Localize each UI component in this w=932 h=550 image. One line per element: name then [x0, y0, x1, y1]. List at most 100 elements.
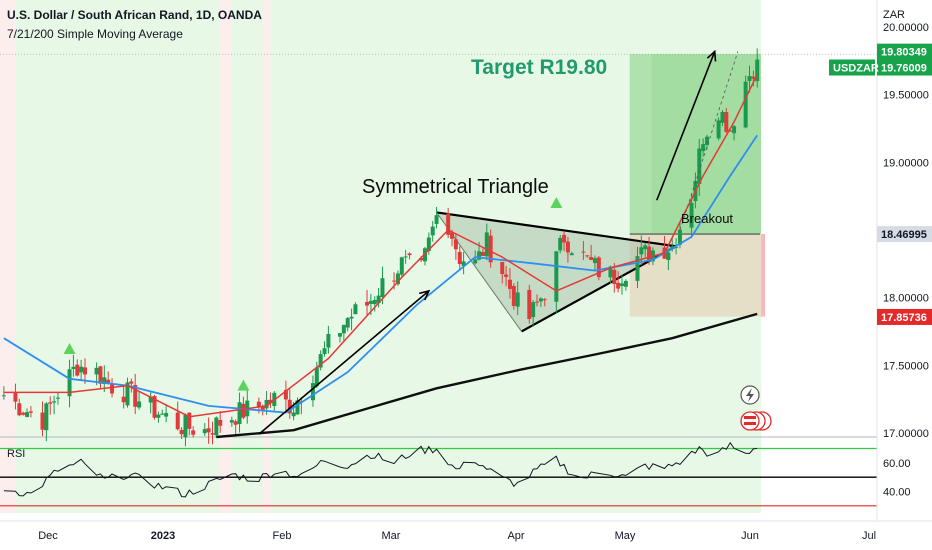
candle-body	[419, 257, 424, 261]
chart-side-icons	[740, 385, 772, 431]
candle-body	[724, 112, 729, 132]
bear-zone	[220, 0, 232, 513]
candle-body	[349, 316, 354, 319]
candle-body	[183, 415, 188, 438]
candle-body	[457, 251, 462, 264]
y-tick-label: 19.00000	[883, 157, 929, 169]
candle-body	[538, 298, 543, 302]
candle-body	[164, 412, 169, 417]
candle-body	[751, 76, 756, 79]
symbol-title: U.S. Dollar / South African Rand, 1D, OA…	[7, 8, 262, 22]
candle-body	[40, 412, 45, 430]
candle-body	[129, 381, 134, 384]
candle-body	[426, 237, 431, 251]
price-tag-bg	[877, 226, 932, 243]
candle-body	[121, 396, 126, 403]
uptrend-arrow-shaft	[258, 290, 430, 435]
rsi-pane: RSI	[0, 441, 877, 507]
candle-body	[55, 397, 60, 399]
candle-body	[453, 239, 458, 250]
candle-body	[241, 403, 246, 418]
candle-body	[380, 278, 385, 297]
x-tick-label: Feb	[273, 530, 292, 542]
candle-body	[527, 289, 532, 320]
candle-body	[206, 428, 211, 433]
candle-body	[399, 257, 404, 275]
candle-body	[504, 274, 509, 277]
y-tick-label: 19.50000	[883, 90, 929, 102]
stop-zone	[629, 234, 762, 317]
candle-body	[191, 430, 196, 435]
candle-body	[326, 333, 331, 348]
candle-body	[25, 412, 30, 417]
candle-body	[152, 396, 157, 418]
candle-body	[322, 348, 327, 354]
candle-body	[71, 366, 76, 369]
candle-body	[569, 253, 574, 256]
candle-body	[160, 413, 165, 415]
rsi-tick-label: 40.00	[883, 486, 911, 498]
price-tag-bg	[877, 308, 932, 325]
candle-body	[689, 202, 694, 228]
y-tick-label: 18.00000	[883, 293, 929, 305]
x-tick-label: Mar	[382, 530, 401, 542]
candle-body	[562, 234, 567, 243]
candle-body	[264, 399, 269, 409]
breakout-label: Breakout	[681, 211, 733, 226]
candle-body	[732, 126, 737, 134]
flag-stripe-icon	[744, 422, 756, 425]
candle-body	[403, 256, 408, 258]
us-flag-event-icon	[740, 411, 760, 431]
breakout-arrow-head	[706, 49, 717, 62]
currency-label: ZAR	[883, 9, 905, 21]
candle-body	[125, 382, 130, 406]
stop-zone-edge	[761, 234, 766, 317]
candle-body	[372, 300, 377, 305]
candle-body	[268, 399, 273, 404]
candle-body	[13, 392, 18, 402]
candle-body	[256, 401, 261, 407]
candle-body	[233, 421, 238, 425]
candle-body	[187, 412, 192, 429]
triangle-upper-line	[436, 211, 677, 248]
candle-body	[677, 229, 682, 245]
candle-body	[446, 213, 451, 235]
uptrend-arrow-head	[418, 289, 431, 301]
candle-body	[202, 429, 207, 434]
candle-body	[67, 369, 72, 397]
x-tick-label: May	[615, 530, 636, 542]
candle-body	[585, 255, 590, 257]
candle-body	[639, 247, 644, 255]
candle-body	[291, 412, 296, 417]
x-tick-label: Jun	[741, 530, 759, 542]
candle-body	[705, 136, 710, 145]
candle-body	[318, 354, 323, 368]
y-tick-label: 17.50000	[883, 360, 929, 372]
price-tag-text: 18.46995	[881, 229, 927, 241]
candle-body	[17, 403, 22, 416]
candle-body	[110, 384, 115, 394]
trend-arrows	[258, 49, 739, 435]
signal-markers	[63, 196, 563, 391]
candle-body	[554, 251, 559, 302]
candle-body	[480, 251, 485, 256]
candle-body	[1, 395, 6, 397]
candle-body	[635, 256, 640, 281]
candle-body	[674, 246, 679, 248]
buy-signal-marker	[550, 196, 563, 208]
candle-body	[647, 246, 652, 261]
candle-body	[531, 302, 536, 318]
candle-body	[620, 283, 625, 287]
price-tag-bg	[877, 43, 932, 60]
candle-body	[179, 429, 184, 435]
candle-body	[48, 402, 53, 404]
candle-body	[720, 111, 725, 123]
sma-7-line	[3, 74, 758, 418]
price-tag-text: 19.76009	[881, 63, 927, 75]
candle-body	[616, 282, 621, 289]
bear-zone	[262, 0, 271, 513]
candle-body	[395, 273, 400, 285]
rsi-label: RSI	[7, 448, 25, 460]
candle-body	[44, 403, 49, 431]
